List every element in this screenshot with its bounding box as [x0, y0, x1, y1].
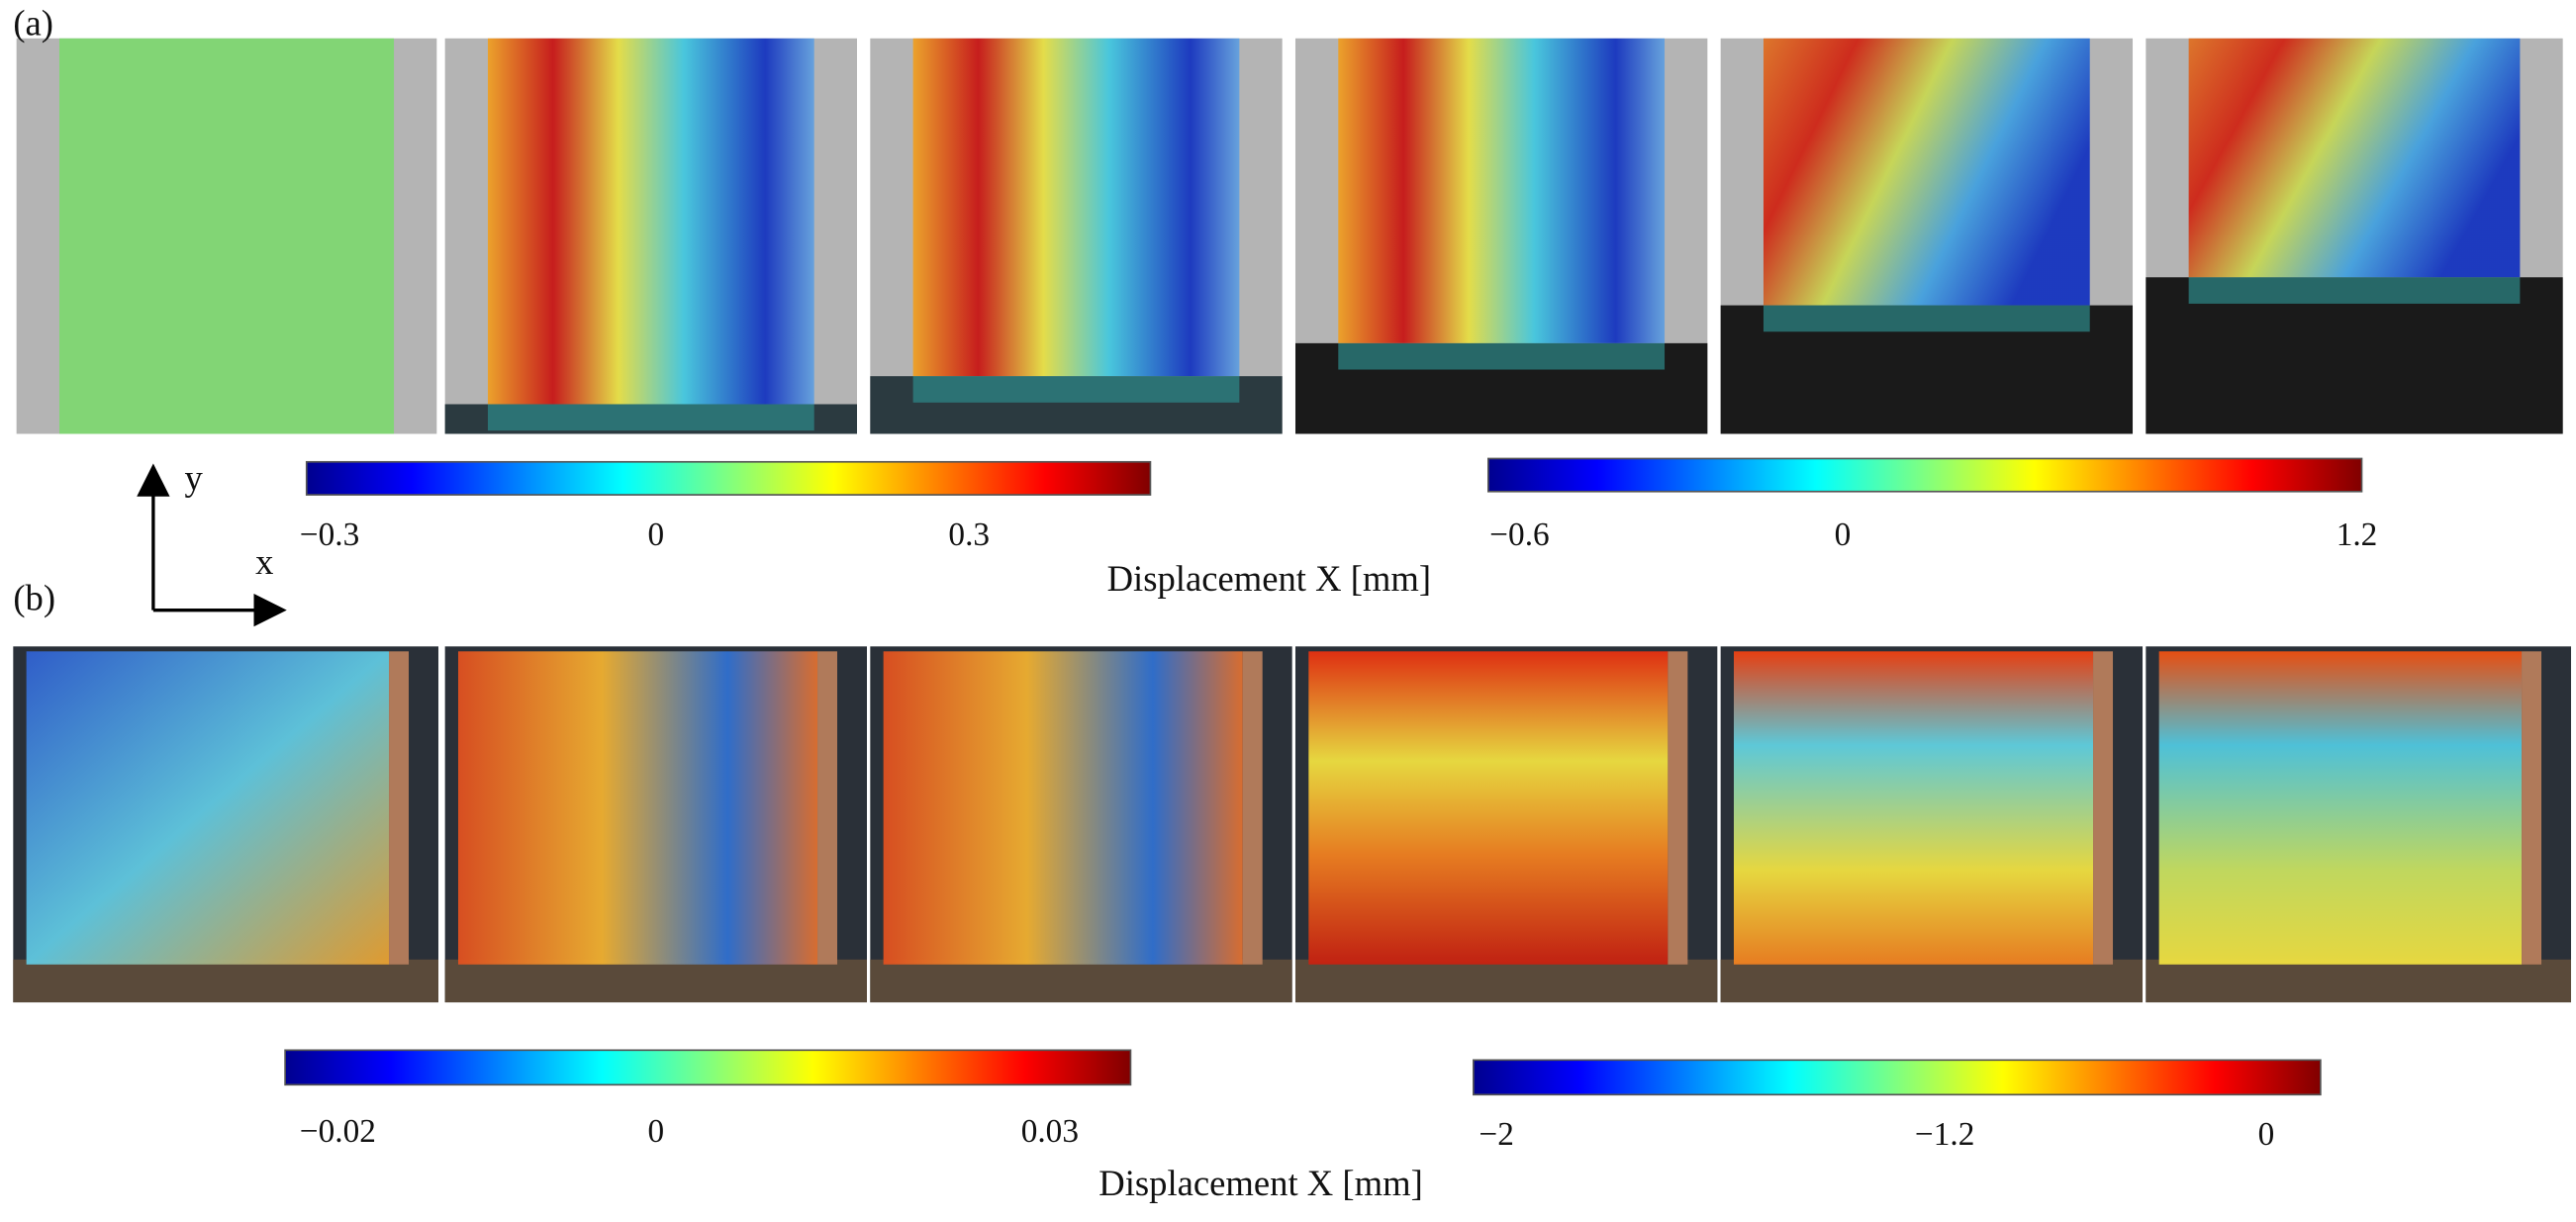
colorbar — [284, 1049, 1132, 1086]
displacement-field — [1338, 38, 1666, 343]
specimen-edge — [1668, 651, 1688, 965]
colorbar-tick: 0 — [1835, 517, 1852, 553]
specimen-edge — [2093, 651, 2114, 965]
photo-floor — [444, 959, 867, 1003]
displacement-field — [26, 651, 390, 965]
caption: Displacement X [mm] — [1107, 558, 1432, 599]
colorbar-tick: 0.3 — [948, 517, 990, 553]
colorbar — [1473, 1059, 2322, 1096]
displacement-field — [1733, 651, 2094, 965]
pattern-strip — [1763, 305, 2090, 332]
pattern-strip — [2188, 277, 2521, 304]
panel-label: (a) — [13, 3, 53, 44]
colorbar-tick: 0 — [2258, 1116, 2275, 1153]
axis-label: x — [255, 541, 273, 582]
specimen-edge — [389, 651, 410, 965]
pattern-strip — [912, 376, 1240, 403]
displacement-field — [457, 651, 818, 965]
caption: Displacement X [mm] — [1098, 1163, 1423, 1203]
colorbar-tick: 1.2 — [2337, 517, 2378, 553]
axis-label: y — [185, 457, 204, 498]
colorbar-tick: −0.3 — [300, 517, 359, 553]
colorbar-tick: −2 — [1479, 1116, 1513, 1153]
displacement-field — [2158, 651, 2523, 965]
panel-label: (b) — [13, 578, 55, 618]
colorbar-tick: 0.03 — [1021, 1113, 1079, 1150]
pattern-strip — [1338, 342, 1666, 370]
displacement-field — [1308, 651, 1669, 965]
displacement-field — [1763, 38, 2090, 306]
panels — [13, 38, 2572, 1003]
displacement-field — [58, 38, 395, 434]
pattern-strip — [487, 404, 814, 431]
colorbar-tick: 0 — [647, 517, 664, 553]
colorbar-tick: 0 — [647, 1113, 664, 1150]
colorbar-tick: −1.2 — [1915, 1116, 1974, 1153]
photo-floor — [13, 959, 438, 1003]
specimen-edge — [2522, 651, 2542, 965]
displacement-field — [2188, 38, 2521, 278]
colorbar-tick: −0.6 — [1489, 517, 1549, 553]
specimen-edge — [1242, 651, 1263, 965]
colorbar — [305, 460, 1152, 496]
colorbar-tick: −0.02 — [300, 1113, 376, 1150]
photo-floor — [1720, 959, 2144, 1003]
displacement-field — [487, 38, 814, 405]
colorbar — [1487, 457, 2363, 493]
photo-floor — [2146, 959, 2572, 1003]
photo-floor — [870, 959, 1292, 1003]
displacement-field — [912, 38, 1240, 377]
photo-floor — [1294, 959, 1718, 1003]
displacement-field — [883, 651, 1243, 965]
specimen-edge — [817, 651, 838, 965]
